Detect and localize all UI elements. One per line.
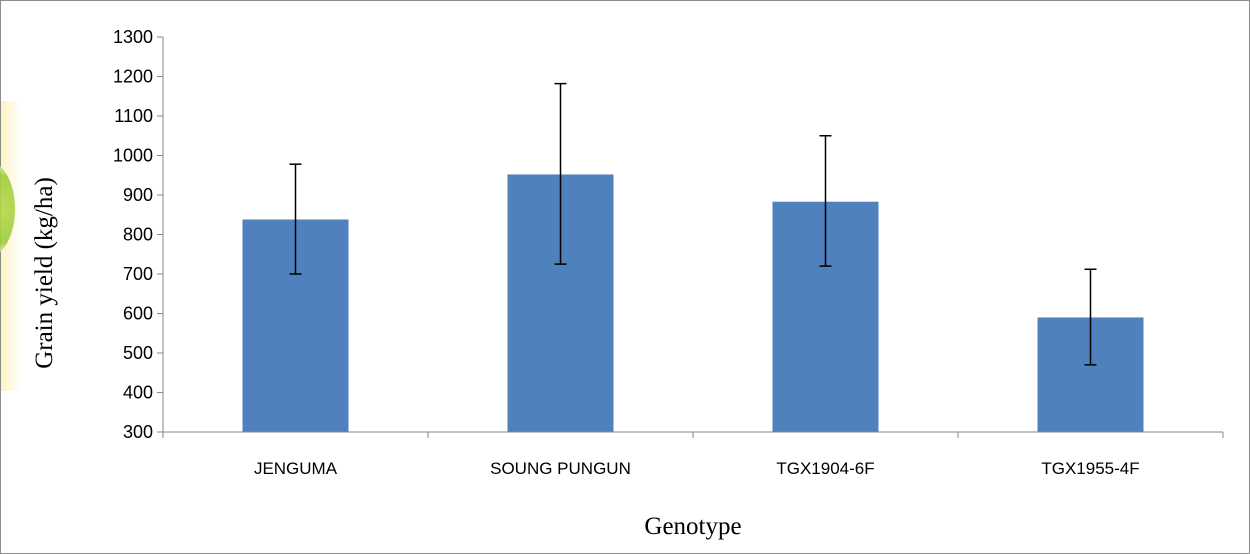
category-label: TGX1955-4F [1041, 459, 1139, 478]
y-axis-title: Grain yield (kg/ha) [31, 177, 58, 369]
y-tick-label: 900 [123, 185, 153, 205]
category-labels: JENGUMA SOUNG PUNGUN TGX1904-6F TGX1955-4F [254, 459, 1140, 478]
category-label: TGX1904-6F [776, 459, 874, 478]
decorative-green-shape [0, 161, 15, 257]
x-axis-title: Genotype [644, 513, 741, 540]
y-tick-label: 1000 [113, 146, 153, 166]
y-tick-label: 400 [123, 383, 153, 403]
error-bars [289, 82, 1097, 366]
y-tick-label: 1200 [113, 67, 153, 87]
x-axis-ticks [162, 432, 1224, 438]
bars [242, 174, 1144, 432]
y-tick-label: 700 [123, 264, 153, 284]
category-label: JENGUMA [254, 459, 338, 478]
y-tick-label: 300 [123, 422, 153, 442]
y-tick-label: 600 [123, 304, 153, 324]
y-tick-label: 500 [123, 343, 153, 363]
y-tick-label: 1300 [113, 27, 153, 47]
y-tick-label: 800 [123, 225, 153, 245]
y-tick-label: 1100 [114, 106, 153, 126]
y-axis-ticks: 300 400 500 600 700 800 900 1000 1100 1200 1300 [113, 27, 163, 442]
category-label: SOUNG PUNGUN [490, 459, 631, 478]
